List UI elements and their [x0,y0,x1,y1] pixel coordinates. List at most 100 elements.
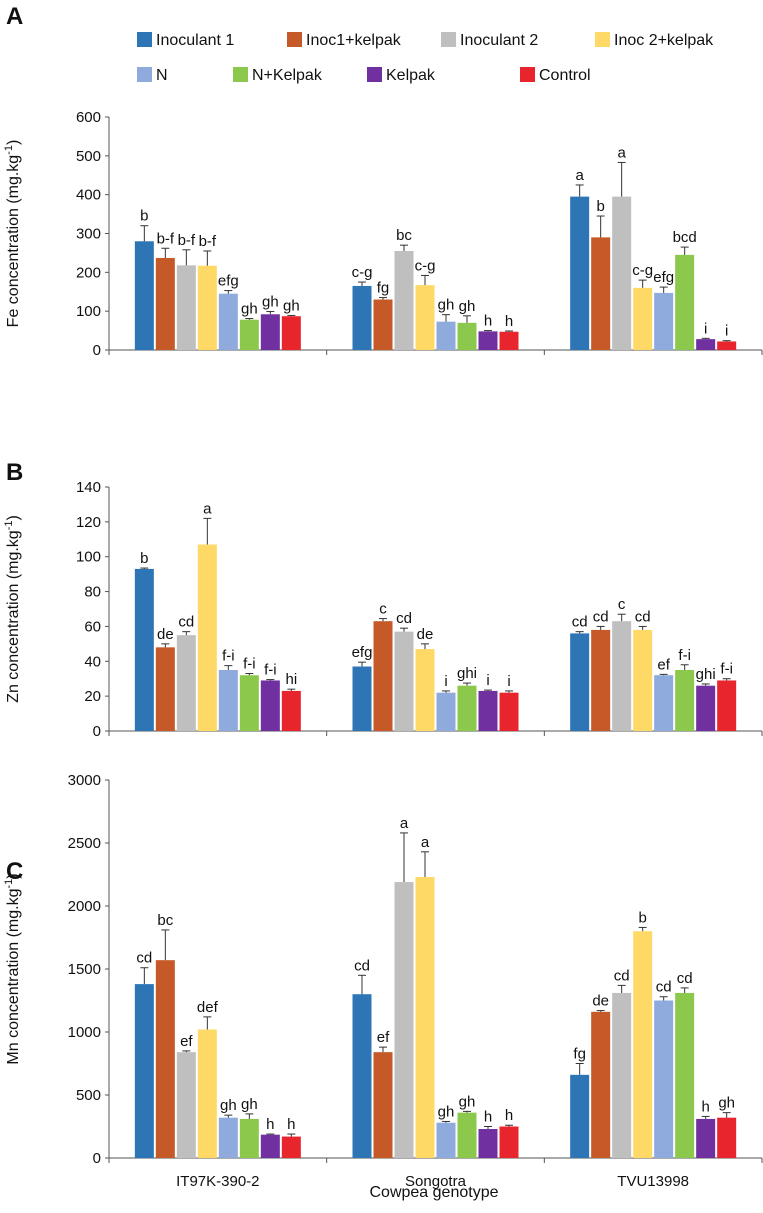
y-tick-label: 140 [76,479,101,496]
bar-inoc-2-kelpak [633,629,653,731]
bar-inoculant-1 [352,994,372,1158]
bar-kelpak [478,331,498,350]
bar-inoc-2-kelpak [415,877,435,1158]
significance-letter: i [507,673,510,690]
significance-letter: f-i [678,647,691,664]
bar-n-kelpak [675,254,695,350]
legend-swatch [137,32,152,47]
bar-n [654,675,674,731]
bar-n-kelpak [239,319,259,350]
bar-kelpak [696,685,716,731]
bar-inoculant-1 [134,984,154,1158]
y-tick-label: 120 [76,514,101,531]
significance-letter: efg [653,269,674,286]
x-category-label: IT97K-390-2 [176,1173,259,1190]
legend-label: Inoculant 2 [460,32,538,49]
bar-control [499,331,519,350]
significance-letter: h [266,1116,274,1133]
bar-control [717,1117,737,1158]
significance-letter: bc [157,912,173,929]
significance-letter: ef [377,1029,390,1046]
bar-inoculant-2 [612,196,632,350]
bar-inoc1-kelpak [155,960,175,1158]
significance-letter: b [596,198,604,215]
bar-inoculant-2 [394,250,414,350]
bar-inoculant-2 [612,621,632,731]
x-category-label: Songotra [405,1173,467,1190]
bar-n-kelpak [457,1112,477,1158]
bar-kelpak [260,314,280,350]
bar-inoculant-2 [176,1052,196,1158]
bar-inoc1-kelpak [373,299,393,350]
legend-swatch [233,67,248,82]
significance-letter: gh [241,1096,258,1113]
y-axis-title: Mn concentration (mg.kg-1) [3,873,22,1064]
significance-letter: gh [459,298,476,315]
y-tick-label: 1500 [68,961,101,978]
significance-letter: b-f [157,230,175,247]
significance-letter: gh [718,1095,735,1112]
bar-n-kelpak [675,670,695,731]
significance-letter: c-g [352,264,373,281]
significance-letter: ef [657,656,670,673]
significance-letter: a [575,167,584,184]
bar-inoc-2-kelpak [197,1029,217,1158]
bar-inoc-2-kelpak [633,287,653,350]
bar-inoc-2-kelpak [415,649,435,731]
significance-letter: de [157,626,174,643]
significance-letter: i [444,673,447,690]
legend-label: Kelpak [386,67,436,84]
legend-swatch [287,32,302,47]
significance-letter: def [197,999,219,1016]
significance-letter: h [484,313,492,330]
y-tick-label: 300 [76,226,101,243]
significance-letter: f-i [720,661,733,678]
bar-control [499,692,519,731]
significance-letter: gh [283,297,300,314]
panel-letter: C [6,858,23,885]
significance-letter: c-g [415,257,436,274]
legend-label: Control [539,67,591,84]
legend-label: N [156,67,168,84]
bar-inoculant-1 [570,196,590,350]
legend: Inoculant 1 Inoc1+kelpak Inoculant 2 Inoc 2… [137,32,714,84]
bar-n [654,292,674,350]
significance-letter: h [701,1098,709,1115]
significance-letter: b-f [199,233,217,250]
significance-letter: gh [241,301,258,318]
significance-letter: bc [396,227,412,244]
y-tick-label: 60 [84,618,101,635]
significance-letter: b [140,550,148,567]
significance-letter: i [725,323,728,340]
bar-n [218,1117,238,1158]
significance-letter: hi [285,671,297,688]
bar-control [281,316,301,350]
bar-n-kelpak [457,322,477,350]
significance-letter: a [203,500,212,517]
significance-letter: h [505,1107,513,1124]
significance-letter: cd [178,614,194,631]
y-tick-label: 500 [76,1087,101,1104]
significance-letter: ghi [457,665,477,682]
bar-kelpak [478,690,498,731]
y-tick-label: 0 [93,723,101,740]
bar-inoc1-kelpak [591,629,611,731]
y-axis-title-close: ) [5,873,22,878]
significance-letter: ghi [696,666,716,683]
panel-letter: A [6,3,23,30]
y-axis-title-unit-exponent: -1 [3,521,15,531]
significance-letter: f-i [264,662,277,679]
panel-b-zn-chart: B 0 20 40 60 80 100 120 140 Zn concentration (mg.… [3,459,763,740]
bar-inoc1-kelpak [155,647,175,731]
significance-letter: h [505,313,513,330]
significance-letter: cd [614,967,630,984]
significance-letter: fg [377,280,390,297]
significance-letter: i [704,320,707,337]
bar-n [218,670,238,731]
significance-letter: c [379,601,387,618]
y-tick-label: 20 [84,688,101,705]
x-category-label: TVU13998 [617,1173,689,1190]
bar-inoc-2-kelpak [415,285,435,350]
y-axis-title-close: ) [5,515,22,520]
